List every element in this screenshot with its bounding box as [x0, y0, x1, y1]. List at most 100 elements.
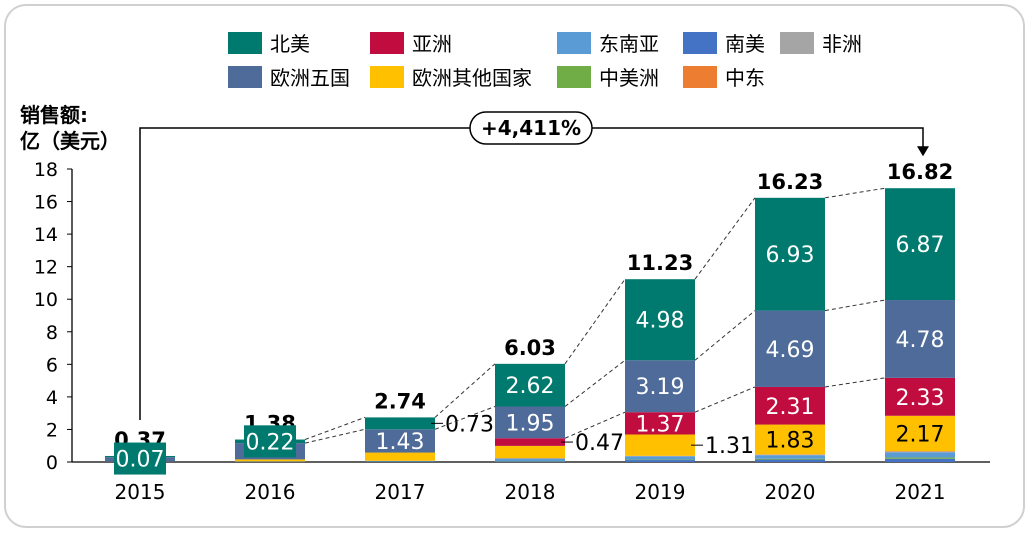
- legend-label: 中东: [725, 66, 765, 90]
- y-tick-label: 18: [34, 159, 58, 181]
- bar-segment-欧洲五国: [625, 360, 695, 413]
- legend-swatch: [780, 32, 814, 54]
- bar-segment-欧洲其他国家: [885, 415, 955, 452]
- x-tick-label: 2016: [245, 480, 296, 504]
- x-tick-label: 2021: [895, 480, 946, 504]
- bar-segment-欧洲五国: [885, 300, 955, 378]
- segment-label: 6.87: [896, 233, 945, 258]
- growth-label: +4,411%: [481, 116, 581, 140]
- bar-segment-中美洲: [885, 457, 955, 459]
- bar-segment-东南亚: [495, 458, 565, 462]
- x-tick-label: 2015: [115, 480, 166, 504]
- legend-swatch: [683, 66, 717, 88]
- segment-label: 0.47: [575, 431, 624, 456]
- segment-label: 4.78: [896, 328, 945, 353]
- total-label: 16.82: [887, 160, 953, 184]
- bar-segment-非洲: [885, 451, 955, 453]
- label-box: [114, 442, 166, 475]
- dashed-connector: [694, 386, 756, 413]
- y-tick-label: 6: [46, 354, 58, 376]
- legend-label: 东南亚: [599, 32, 659, 56]
- bar-segment-南美: [885, 458, 955, 462]
- legend-label: 欧洲其他国家: [412, 66, 532, 90]
- dashed-connector: [694, 197, 756, 280]
- bar-segment-欧洲五国: [755, 310, 825, 387]
- bar-segment-东南亚: [625, 456, 695, 460]
- segment-label: 1.95: [506, 411, 555, 436]
- bar-segment-北美: [495, 363, 565, 407]
- x-tick-label: 2020: [765, 480, 816, 504]
- bar-segment-欧洲其他国家: [755, 424, 825, 455]
- total-label: 16.23: [757, 170, 823, 194]
- total-label: 2.74: [374, 389, 426, 413]
- bar-segment-南美: [495, 461, 565, 462]
- segment-label: 2.33: [896, 386, 945, 411]
- legend-swatch: [683, 32, 717, 54]
- dashed-connector: [564, 411, 626, 439]
- bar-segment-南美: [625, 460, 695, 462]
- dashed-connector: [434, 406, 496, 430]
- dashed-connector: [564, 278, 626, 365]
- legend-label: 南美: [725, 32, 765, 56]
- dashed-connector: [434, 363, 496, 418]
- bar-segment-欧洲五国: [495, 406, 565, 439]
- dashed-connector: [824, 187, 886, 199]
- segment-label: 0.07: [116, 448, 165, 473]
- segment-label: 3.19: [636, 375, 685, 400]
- legend-label: 亚洲: [412, 32, 452, 56]
- bar-segment-亚洲: [495, 438, 565, 446]
- legend-swatch: [557, 32, 591, 54]
- label-box: [244, 425, 296, 458]
- chart-frame: [4, 4, 1025, 528]
- dashed-connector: [304, 416, 366, 441]
- legend-swatch: [370, 32, 404, 54]
- bar-segment-北美: [755, 197, 825, 311]
- y-tick-label: 16: [34, 192, 58, 214]
- bar-segment-欧洲其他国家: [495, 445, 565, 459]
- segment-label: 2.31: [766, 395, 815, 420]
- y-tick-label: 8: [46, 322, 58, 344]
- bar-segment-欧洲其他国家: [365, 452, 435, 461]
- y-axis-label: 亿（美元）: [20, 129, 120, 153]
- dashed-connector: [304, 428, 366, 444]
- dashed-connector: [824, 377, 886, 388]
- segment-label: 1.83: [766, 428, 815, 453]
- y-tick-label: 10: [34, 289, 58, 311]
- legend-swatch: [557, 66, 591, 88]
- legend-swatch: [228, 66, 262, 88]
- bar-segment-欧洲其他国家: [625, 434, 695, 456]
- legend-label: 欧洲五国: [270, 66, 350, 90]
- y-axis-label: 销售额:: [20, 103, 88, 127]
- bar-segment-欧洲其他国家: [235, 459, 305, 462]
- bar-segment-亚洲: [625, 412, 695, 435]
- y-tick-label: 0: [46, 452, 58, 474]
- y-tick-label: 14: [34, 224, 58, 246]
- x-tick-label: 2017: [375, 480, 426, 504]
- bar-segment-南美: [755, 459, 825, 462]
- dashed-connector: [694, 310, 756, 361]
- y-tick-label: 4: [46, 387, 58, 409]
- segment-label: 1.43: [376, 430, 425, 455]
- segment-label: 4.69: [766, 338, 815, 363]
- x-tick-label: 2019: [635, 480, 686, 504]
- bar-segment-北美: [625, 279, 695, 361]
- bar-segment-东南亚: [755, 455, 825, 459]
- x-tick-label: 2018: [505, 480, 556, 504]
- bar-segment-北美: [885, 188, 955, 301]
- segment-label: 1.37: [636, 412, 685, 437]
- dashed-connector: [824, 299, 886, 312]
- segment-label: 4.98: [636, 309, 685, 334]
- segment-label: 2.17: [896, 422, 945, 447]
- y-tick-label: 12: [34, 257, 58, 279]
- growth-label-pill: [469, 111, 593, 145]
- bar-segment-北美: [365, 417, 435, 430]
- legend-label: 非洲: [822, 32, 862, 56]
- legend-swatch: [228, 32, 262, 54]
- total-label: 11.23: [627, 251, 693, 275]
- segment-label: 0.22: [246, 430, 295, 455]
- dashed-connector: [564, 359, 626, 407]
- bar-segment-亚洲: [885, 377, 955, 416]
- segment-label: 1.31: [705, 434, 754, 459]
- legend-label: 中美洲: [599, 66, 659, 90]
